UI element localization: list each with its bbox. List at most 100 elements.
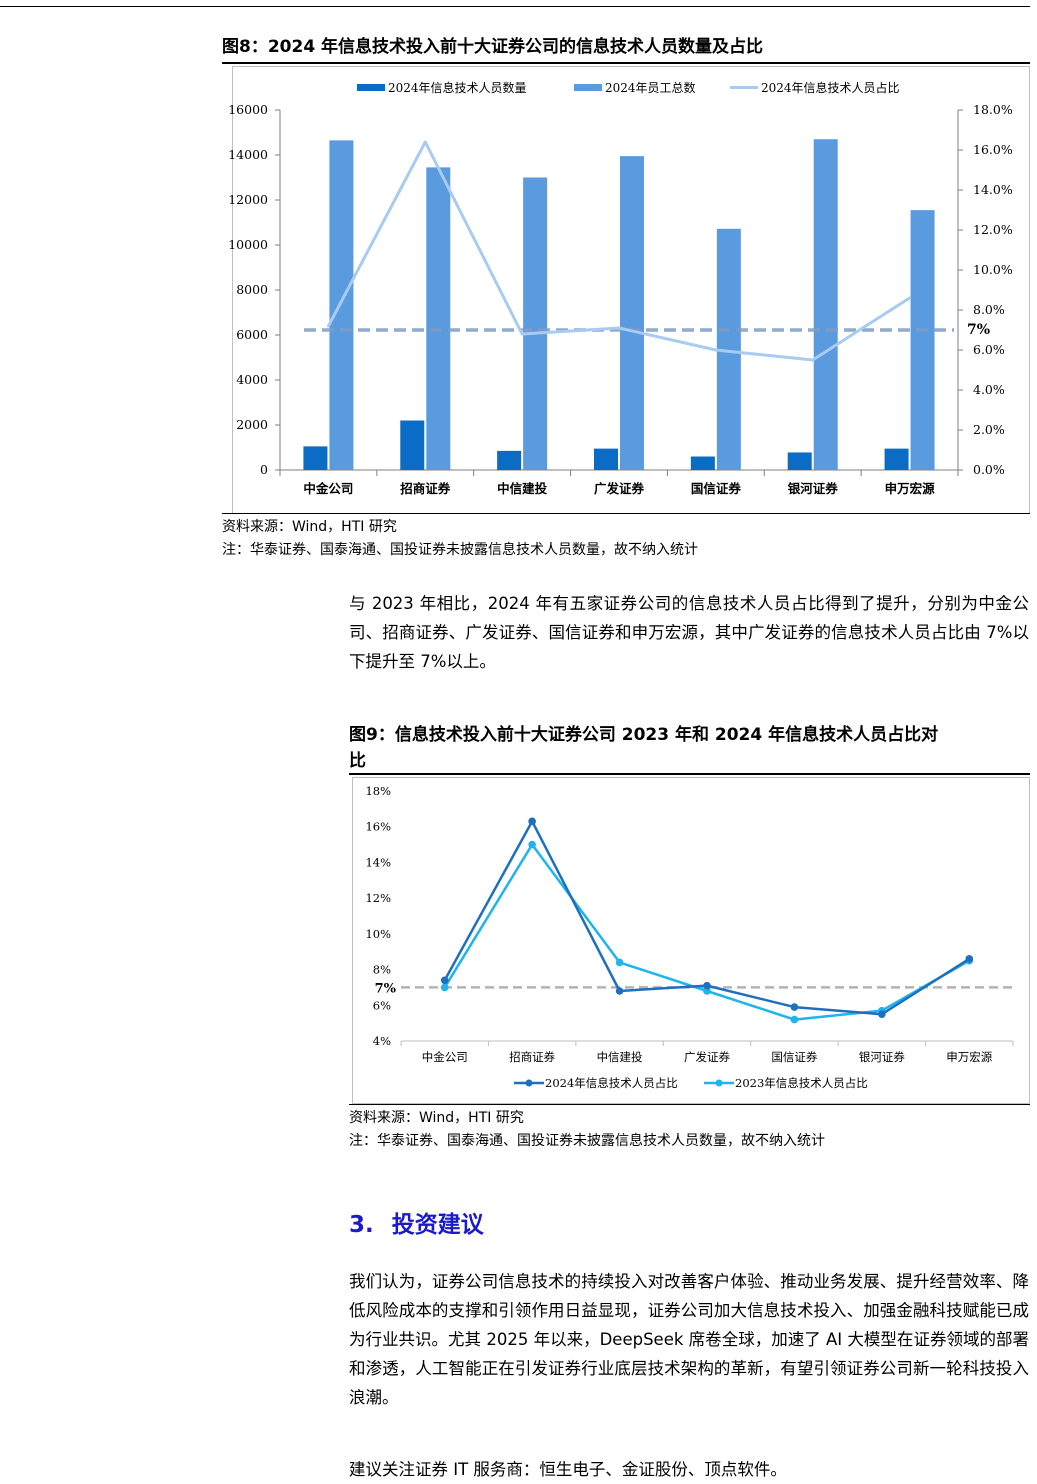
x-axis-label-cat-2: 招商证券 bbox=[509, 1050, 555, 1064]
x-axis-label-cat-4: 广发证券 bbox=[594, 481, 645, 496]
total-staff-bar-cat-6 bbox=[813, 139, 838, 470]
y-axis-tick-label: 18% bbox=[365, 784, 391, 798]
total-staff-bar-cat-7 bbox=[910, 210, 935, 470]
it-ratio-point-cat-2 bbox=[423, 140, 427, 144]
ratio-2023-point-cat-3 bbox=[615, 958, 624, 967]
it-staff-bar-cat-1 bbox=[303, 446, 328, 470]
left-axis-tick-label: 0 bbox=[260, 462, 268, 477]
total-staff-bar-cat-3 bbox=[523, 177, 548, 470]
figure9-chart: 4% 6% 8% 10% 12% 14% 16% 18% 中金公司 招商证券 中信建投 广发证券 国信证… bbox=[365, 784, 1014, 1090]
legend-marker-1 bbox=[525, 1079, 533, 1087]
right-axis-tick-label: 2.0% bbox=[973, 422, 1005, 437]
figure9-bottom-rule bbox=[349, 1104, 1030, 1105]
x-axis-label-cat-7: 申万宏源 bbox=[946, 1050, 992, 1064]
x-axis-label-cat-6: 银河证券 bbox=[859, 1050, 905, 1064]
section-heading: 3. 投资建议 bbox=[349, 1205, 484, 1239]
it-staff-bar-cat-2 bbox=[400, 420, 425, 470]
ratio-2023-point-cat-4 bbox=[703, 987, 711, 995]
right-axis-tick-label: 4.0% bbox=[973, 382, 1005, 397]
figure8-title-rule bbox=[222, 62, 1030, 64]
y-axis-tick-label: 14% bbox=[365, 855, 391, 869]
right-axis-tick-label: 18.0% bbox=[973, 102, 1013, 117]
x-axis-label-cat-2: 招商证券 bbox=[400, 481, 451, 496]
figure8-note: 注：华泰证券、国泰海通、国投证券未披露信息技术人员数量，故不纳入统计 bbox=[222, 542, 698, 558]
left-axis-tick-label: 4000 bbox=[236, 372, 268, 387]
x-axis-label-cat-1: 中金公司 bbox=[303, 481, 353, 496]
paragraph-investment-view: 我们认为，证券公司信息技术的持续投入对改善客户体验、推动业务发展、提升经营效率、… bbox=[349, 1272, 1029, 1407]
ratio-2024-point-cat-2 bbox=[528, 817, 536, 826]
it-ratio-point-cat-7 bbox=[908, 296, 912, 300]
figure9-title-line2: 比 bbox=[349, 751, 366, 771]
it-staff-bar-cat-5 bbox=[690, 456, 715, 470]
right-axis-tick-label: 8.0% bbox=[973, 302, 1005, 317]
y-axis-tick-label: 4% bbox=[373, 1034, 391, 1048]
total-staff-bar-cat-4 bbox=[620, 156, 644, 470]
ratio-2024-point-cat-6 bbox=[878, 1010, 886, 1019]
reference-line-label: 7% bbox=[967, 322, 990, 338]
right-axis-tick-label: 10.0% bbox=[973, 262, 1013, 277]
ratio-2023-point-cat-1 bbox=[440, 983, 449, 992]
legend-label-3: 2024年信息技术人员占比 bbox=[761, 80, 900, 95]
reference-line-label: 7% bbox=[375, 981, 397, 996]
total-staff-bar-cat-2 bbox=[426, 167, 451, 470]
ratio-2024-point-cat-7 bbox=[965, 955, 974, 963]
x-axis-label-cat-4: 广发证券 bbox=[684, 1050, 730, 1064]
section-number: 3. bbox=[349, 1212, 374, 1238]
x-axis-label-cat-1: 中金公司 bbox=[422, 1050, 468, 1064]
left-axis-tick-label: 2000 bbox=[236, 417, 268, 432]
left-axis-tick-label: 12000 bbox=[228, 192, 268, 207]
total-staff-bar-cat-1 bbox=[329, 140, 354, 470]
right-axis-tick-label: 0.0% bbox=[973, 462, 1005, 477]
legend-swatch-1 bbox=[357, 84, 385, 91]
figure8-title: 图8：2024 年信息技术投入前十大证券公司的信息技术人员数量及占比 bbox=[222, 37, 764, 57]
section-title: 投资建议 bbox=[391, 1212, 484, 1238]
ratio-2024-point-cat-3 bbox=[615, 987, 624, 995]
paragraph-comparison: 与 2023 年相比，2024 年有五家证券公司的信息技术人员占比得到了提升，分… bbox=[349, 594, 1029, 671]
x-axis-label-cat-6: 银河证券 bbox=[788, 481, 839, 496]
it-staff-bar-cat-3 bbox=[497, 450, 522, 470]
right-axis-tick-label: 6.0% bbox=[973, 342, 1005, 357]
legend-marker-2 bbox=[715, 1079, 723, 1087]
it-staff-bar-cat-6 bbox=[787, 452, 812, 470]
figure9-source: 资料来源：Wind，HTI 研究 bbox=[349, 1110, 524, 1126]
x-axis-label-cat-5: 国信证券 bbox=[691, 481, 742, 496]
legend-label-1: 2024年信息技术人员占比 bbox=[545, 1076, 678, 1090]
page-top-rule bbox=[0, 6, 1030, 7]
figure8-source: 资料来源：Wind，HTI 研究 bbox=[222, 519, 397, 535]
ratio-2023-point-cat-2 bbox=[528, 840, 536, 849]
legend-label-2: 2023年信息技术人员占比 bbox=[735, 1076, 868, 1090]
it-ratio-point-cat-6 bbox=[811, 358, 815, 362]
left-axis-tick-label: 10000 bbox=[228, 237, 268, 252]
left-axis-tick-label: 8000 bbox=[236, 282, 268, 297]
ratio-2024-point-cat-1 bbox=[440, 976, 449, 985]
x-axis-label-cat-5: 国信证券 bbox=[771, 1050, 817, 1064]
paragraph-recommendation: 建议关注证券 IT 服务商：恒生电子、金证股份、顶点软件。 bbox=[349, 1460, 787, 1479]
y-axis-tick-label: 8% bbox=[373, 963, 391, 977]
y-axis-tick-label: 16% bbox=[365, 820, 391, 834]
figure8-bottom-rule bbox=[222, 513, 1030, 514]
x-axis-label-cat-3: 中信建投 bbox=[497, 481, 548, 496]
figure9-note: 注：华泰证券、国泰海通、国投证券未披露信息技术人员数量，故不纳入统计 bbox=[349, 1133, 825, 1149]
it-ratio-point-cat-5 bbox=[714, 348, 718, 352]
x-axis-label-cat-3: 中信建投 bbox=[597, 1050, 643, 1064]
right-axis-tick-label: 14.0% bbox=[973, 182, 1013, 197]
left-axis-tick-label: 16000 bbox=[228, 102, 268, 117]
right-axis-tick-label: 16.0% bbox=[973, 142, 1013, 157]
it-staff-bar-cat-7 bbox=[884, 448, 909, 470]
figure9-chart-frame bbox=[352, 777, 1030, 1104]
ratio-2023-point-cat-5 bbox=[790, 1015, 799, 1024]
x-axis-label-cat-7: 申万宏源 bbox=[885, 481, 936, 496]
it-ratio-point-cat-4 bbox=[617, 326, 621, 330]
y-axis-tick-label: 10% bbox=[365, 927, 391, 941]
legend-label-1: 2024年信息技术人员数量 bbox=[388, 80, 527, 95]
legend-swatch-2 bbox=[574, 84, 602, 91]
left-axis-tick-label: 14000 bbox=[228, 147, 268, 162]
it-staff-bar-cat-4 bbox=[594, 448, 618, 470]
figure9-title-rule bbox=[349, 773, 1030, 775]
it-ratio-point-cat-1 bbox=[326, 324, 330, 328]
ratio-2024-point-cat-5 bbox=[790, 1003, 799, 1011]
figure8-chart: 0 2000 4000 6000 8000 10000 12000 14000 16000 0.0… bbox=[228, 80, 1013, 496]
left-axis-tick-label: 6000 bbox=[236, 327, 268, 342]
figure9-title-line1: 图9：信息技术投入前十大证券公司 2023 年和 2024 年信息技术人员占比对 bbox=[349, 725, 939, 745]
right-axis-tick-label: 12.0% bbox=[973, 222, 1013, 237]
